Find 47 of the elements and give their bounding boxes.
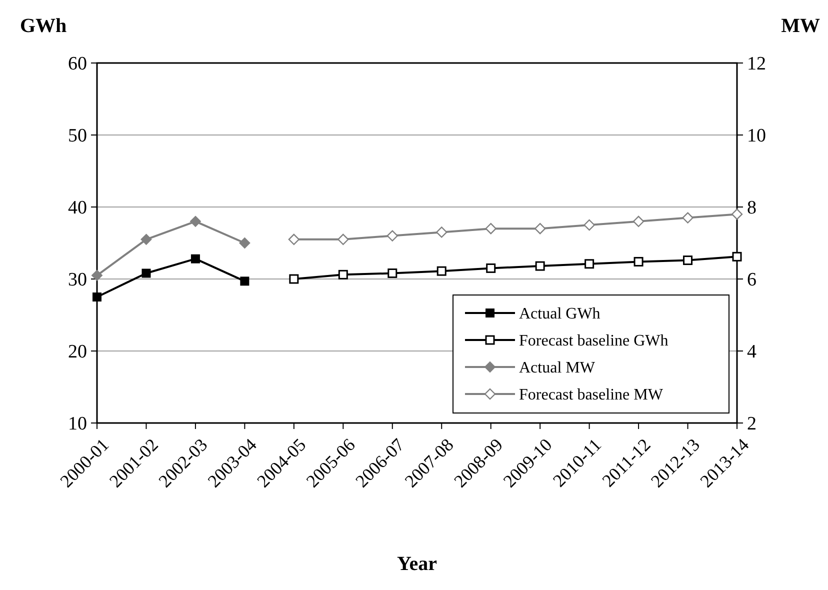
point — [239, 238, 250, 248]
point — [632, 216, 644, 227]
legend-label: Forecast baseline MW — [519, 386, 664, 404]
y-tick-label: 20 — [68, 342, 87, 363]
point — [386, 230, 398, 242]
point — [338, 270, 348, 280]
point — [388, 268, 398, 278]
point — [535, 261, 545, 271]
legend-label: Forecast baseline GWh — [519, 332, 668, 350]
point — [486, 263, 496, 273]
y2-tick-label: 8 — [747, 198, 756, 219]
y2-tick-label: 4 — [747, 342, 757, 363]
legend-label: Actual MW — [519, 360, 596, 377]
point — [584, 259, 594, 269]
point — [92, 270, 102, 281]
y2-axis-title: MW — [781, 15, 820, 37]
point — [634, 256, 644, 266]
point — [288, 234, 300, 245]
y2-tick-label: 2 — [747, 414, 756, 435]
point — [190, 254, 200, 264]
y2-tick-label: 12 — [747, 54, 766, 75]
point — [732, 252, 742, 262]
point — [240, 276, 250, 286]
point — [436, 266, 446, 276]
y-tick-label: 40 — [68, 198, 87, 219]
point — [683, 256, 693, 266]
point — [92, 292, 102, 302]
point — [142, 268, 151, 278]
point — [485, 223, 496, 234]
point — [436, 226, 448, 238]
point — [289, 274, 299, 284]
point — [731, 208, 743, 220]
point — [584, 219, 595, 231]
point — [190, 216, 201, 227]
y2-tick-label: 10 — [747, 126, 766, 147]
point — [338, 234, 349, 245]
legend-label: Actual GWh — [519, 306, 600, 323]
y2-tick-label: 6 — [747, 270, 756, 291]
y-tick-label: 60 — [68, 54, 87, 75]
y-tick-label: 30 — [68, 270, 87, 291]
y-axis-title: GWh — [20, 15, 67, 37]
point — [140, 234, 152, 245]
y-tick-label: 50 — [68, 126, 87, 147]
point — [682, 212, 694, 224]
y-tick-label: 10 — [68, 414, 87, 435]
x-axis-title: Year — [397, 553, 438, 575]
point — [534, 223, 546, 234]
